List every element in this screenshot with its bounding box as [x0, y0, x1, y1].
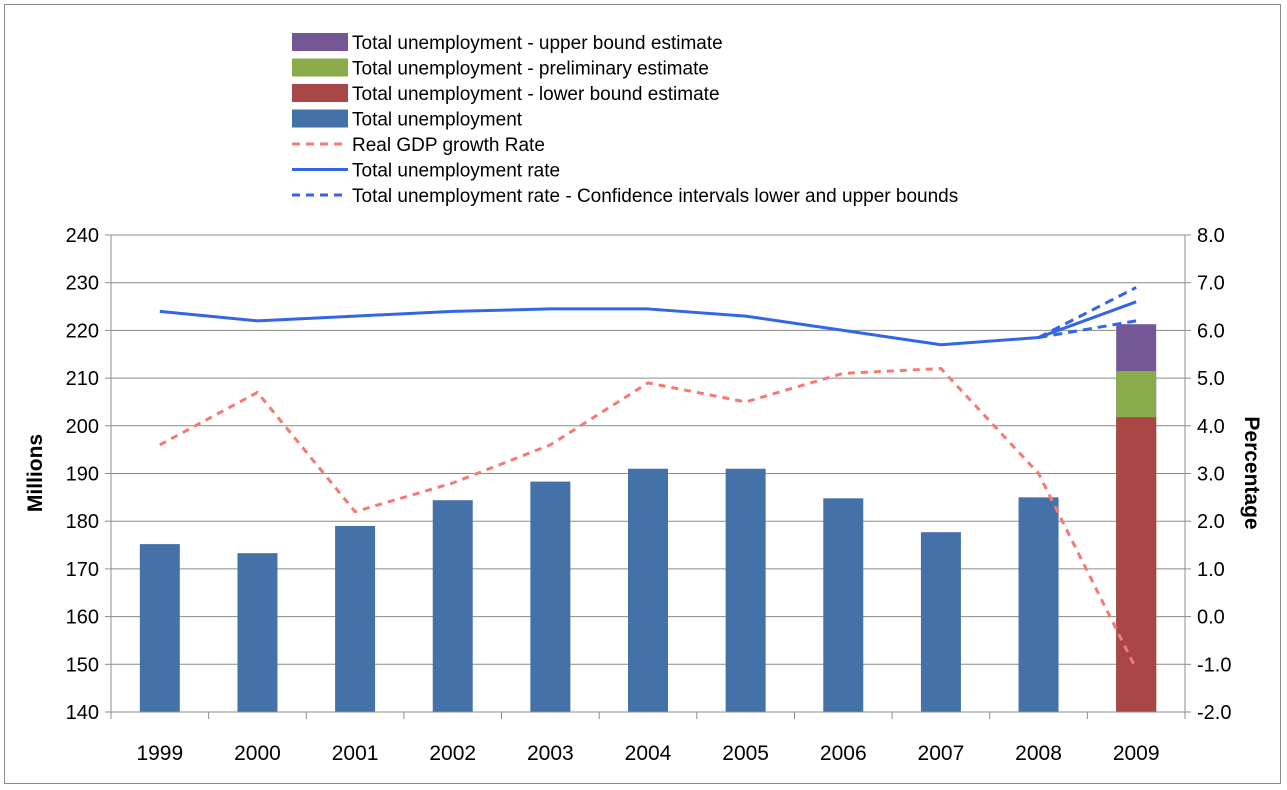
y-right-tick-label: 0.0	[1197, 607, 1225, 629]
y-right-tick-label: 1.0	[1197, 559, 1225, 581]
x-tick-label: 2000	[234, 742, 281, 765]
y-left-tick-label: 240	[66, 225, 99, 247]
bar-total-unemployment-2000	[237, 553, 278, 712]
legend-total-unemployment-label: Total unemployment	[352, 110, 523, 131]
x-tick-label: 2004	[625, 742, 672, 765]
bar-total-unemployment-2005	[725, 468, 766, 712]
legend-total-unemployment-rate-label: Total unemployment rate	[352, 161, 560, 182]
legend-total-unemployment-preliminary-estimate-swatch	[292, 58, 348, 77]
bar-total-unemployment-2003	[530, 481, 571, 712]
line-total-unemployment-rate-confidence-intervals-lower-and-upper-bounds-upper	[1037, 286, 1137, 339]
bar-total-unemployment-2008	[1018, 497, 1059, 712]
legend-total-unemployment-upper-bound-estimate-label: Total unemployment - upper bound estimat…	[352, 33, 723, 54]
legend-total-unemployment-rate-confidence-intervals-lower-and-upper-bounds-label: Total unemployment rate - Confidence int…	[352, 186, 958, 207]
y-left-tick-label: 150	[66, 654, 99, 676]
bar-total-unemployment-1999	[139, 544, 180, 712]
bars	[139, 324, 1157, 712]
y-left-tick-label: 170	[66, 559, 99, 581]
y-left-tick-label: 230	[66, 273, 99, 295]
legend-real-gdp-growth-rate-label: Real GDP growth Rate	[352, 135, 545, 156]
x-tick-label: 2008	[1015, 742, 1062, 765]
y-right-tick-label: 5.0	[1197, 368, 1225, 390]
y-right-tick-label: 4.0	[1197, 416, 1225, 438]
x-tick-label: 2007	[918, 742, 965, 765]
line-total-unemployment-rate	[159, 300, 1137, 347]
y-axis-right-title: Percentage	[1240, 416, 1263, 529]
legend: Total unemployment - upper bound estimat…	[292, 33, 958, 207]
line-total-unemployment-rate-confidence-intervals-lower-and-upper-bounds-lower	[1038, 319, 1137, 340]
y-left-tick-label: 200	[66, 416, 99, 438]
legend-total-unemployment-lower-bound-estimate-swatch	[292, 84, 348, 102]
x-tick-label: 2009	[1113, 742, 1160, 765]
legend-total-unemployment-lower-bound-estimate-label: Total unemployment - lower bound estimat…	[352, 84, 720, 105]
bar-total-unemployment-2001	[335, 525, 376, 712]
y-right-tick-label: 8.0	[1197, 225, 1225, 247]
bar-total-unemployment-2006	[823, 498, 864, 712]
y-left-tick-label: 210	[66, 368, 99, 390]
y-left-tick-label: 140	[66, 702, 99, 724]
lines	[159, 286, 1138, 670]
y-axis-left-title: Millions	[24, 434, 47, 512]
bar-total-unemployment-2007	[920, 532, 961, 712]
legend-total-unemployment-upper-bound-estimate-swatch	[292, 33, 348, 51]
line-real-gdp-growth-rate	[159, 367, 1138, 670]
bar-total-unemployment-lower-bound-estimate-2009	[1116, 417, 1157, 712]
bar-total-unemployment-2002	[432, 500, 473, 712]
x-tick-label: 2001	[332, 742, 379, 765]
y-right-tick-label: -2.0	[1197, 702, 1231, 724]
y-right-tick-label: 2.0	[1197, 511, 1225, 533]
legend-total-unemployment-swatch	[292, 109, 348, 128]
y-left-tick-label: 180	[66, 511, 99, 533]
x-tick-label: 1999	[136, 742, 183, 765]
y-right-tick-label: -1.0	[1197, 654, 1231, 676]
x-tick-label: 2003	[527, 742, 574, 765]
x-tick-label: 2006	[820, 742, 867, 765]
axes: 140 150 160 170 180 190 200 210 220 230 240 -2.0 -1.…	[66, 225, 1232, 765]
y-right-tick-label: 3.0	[1197, 464, 1225, 486]
y-left-tick-label: 160	[66, 607, 99, 629]
y-left-tick-label: 190	[66, 464, 99, 486]
x-tick-label: 2002	[429, 742, 476, 765]
legend-total-unemployment-preliminary-estimate-label: Total unemployment - preliminary estimat…	[352, 59, 709, 80]
y-left-tick-label: 220	[66, 320, 99, 342]
y-right-tick-label: 7.0	[1197, 273, 1225, 295]
bar-total-unemployment-2004	[628, 468, 668, 712]
x-tick-label: 2005	[722, 742, 769, 765]
y-right-tick-label: 6.0	[1197, 320, 1225, 342]
